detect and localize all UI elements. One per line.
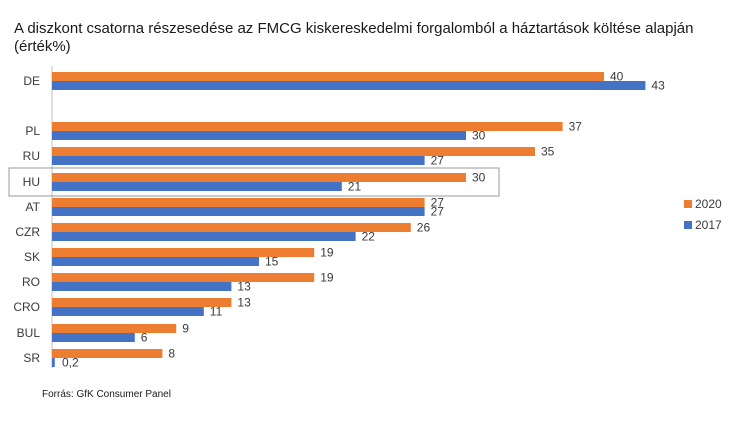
bar-2020-cro [52,298,232,307]
value-label-2017-cro: 11 [210,305,223,319]
value-label-2017-bul: 6 [141,331,148,345]
source-note: Forrás: GfK Consumer Panel [42,389,171,400]
category-label-sk: SK [24,250,40,264]
bar-2017-sr [52,358,55,367]
value-label-2020-sk: 19 [320,246,334,260]
bar-2017-hu [52,182,342,191]
bar-2020-ro [52,273,315,282]
bar-2017-ro [52,282,232,291]
bar-2020-bul [52,324,177,333]
value-label-2020-czr: 26 [417,221,431,235]
category-label-sr: SR [23,351,40,365]
value-label-2017-ru: 27 [431,154,445,168]
value-label-2020-bul: 9 [182,322,189,336]
value-label-2020-ru: 35 [541,145,555,159]
bar-2020-ru [52,147,535,156]
bar-2020-sr [52,349,163,358]
legend-label-2020: 2020 [695,197,722,211]
bar-2017-de [52,81,646,90]
value-label-2017-hu: 21 [348,180,362,194]
value-label-2020-hu: 30 [472,171,486,185]
value-label-2020-at: 27 [431,196,445,210]
bar-2017-ru [52,156,425,165]
category-label-hu: HU [23,175,40,189]
bar-2017-czr [52,232,356,241]
category-label-ru: RU [23,149,40,163]
bar-2017-at [52,207,425,216]
bar-2017-sk [52,257,259,266]
value-label-2017-sk: 15 [265,255,279,269]
category-label-cro: CRO [13,300,40,314]
value-label-2017-sr: 0,2 [62,356,79,370]
bar-2020-at [52,198,425,207]
value-label-2017-at: 27 [431,205,445,219]
value-label-2020-ro: 19 [320,271,334,285]
bar-2017-bul [52,333,135,342]
bar-2017-pl [52,131,466,140]
value-label-2020-pl: 37 [569,120,583,134]
chart-title: A diszkont csatorna részesedése az FMCG … [14,20,694,55]
category-label-ro: RO [22,275,40,289]
bar-2020-de [52,72,604,81]
legend-swatch-2020 [684,200,692,208]
bar-2020-pl [52,122,563,131]
value-label-2017-pl: 30 [472,129,486,143]
value-label-2020-de: 40 [610,70,624,84]
bar-2020-sk [52,248,315,257]
value-label-2020-sr: 8 [168,347,175,361]
category-label-bul: BUL [17,326,41,340]
value-label-2020-cro: 13 [237,296,251,310]
value-label-2017-de: 43 [651,79,665,93]
highlight-box-hu [8,167,500,197]
bar-2020-czr [52,223,411,232]
legend-label-2017: 2017 [695,218,722,232]
legend-swatch-2017 [684,221,692,229]
category-label-pl: PL [25,124,40,138]
category-label-at: AT [26,200,41,214]
bar-2020-hu [52,173,466,182]
bar-2017-cro [52,307,204,316]
value-label-2017-ro: 13 [237,280,251,294]
category-label-de: DE [23,74,40,88]
category-label-czr: CZR [15,225,40,239]
value-label-2017-czr: 22 [362,230,376,244]
